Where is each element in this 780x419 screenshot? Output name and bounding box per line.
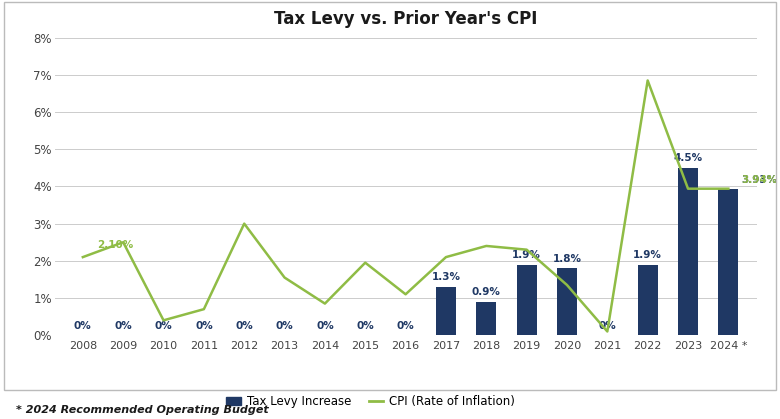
Text: 0%: 0% <box>356 321 374 331</box>
Text: 0%: 0% <box>275 321 293 331</box>
Text: 3.93%: 3.93% <box>741 175 778 185</box>
Text: 0%: 0% <box>74 321 92 331</box>
Text: 2.10%: 2.10% <box>97 240 133 250</box>
Text: * 2024 Recommended Operating Budget: * 2024 Recommended Operating Budget <box>16 405 268 415</box>
Text: 3.94%: 3.94% <box>741 175 778 185</box>
Legend: Tax Levy Increase, CPI (Rate of Inflation): Tax Levy Increase, CPI (Rate of Inflatio… <box>222 390 519 413</box>
Text: 0%: 0% <box>115 321 132 331</box>
Text: 4.5%: 4.5% <box>673 153 703 163</box>
Text: 0%: 0% <box>195 321 213 331</box>
Text: 1.8%: 1.8% <box>552 254 581 264</box>
Bar <box>678 168 698 335</box>
Text: 0%: 0% <box>397 321 414 331</box>
Title: Tax Levy vs. Prior Year's CPI: Tax Levy vs. Prior Year's CPI <box>274 10 537 28</box>
Text: 0%: 0% <box>154 321 172 331</box>
Text: 1.9%: 1.9% <box>633 250 662 260</box>
Text: 0%: 0% <box>236 321 253 331</box>
Bar <box>477 302 496 335</box>
Text: 0.9%: 0.9% <box>472 287 501 297</box>
Bar <box>436 287 456 335</box>
Text: 1.3%: 1.3% <box>431 272 460 282</box>
Text: 0%: 0% <box>316 321 334 331</box>
Text: 1.9%: 1.9% <box>512 250 541 260</box>
Bar <box>557 268 577 335</box>
Bar <box>637 264 658 335</box>
Bar <box>718 189 739 335</box>
Bar <box>516 264 537 335</box>
Text: 0%: 0% <box>598 321 616 331</box>
